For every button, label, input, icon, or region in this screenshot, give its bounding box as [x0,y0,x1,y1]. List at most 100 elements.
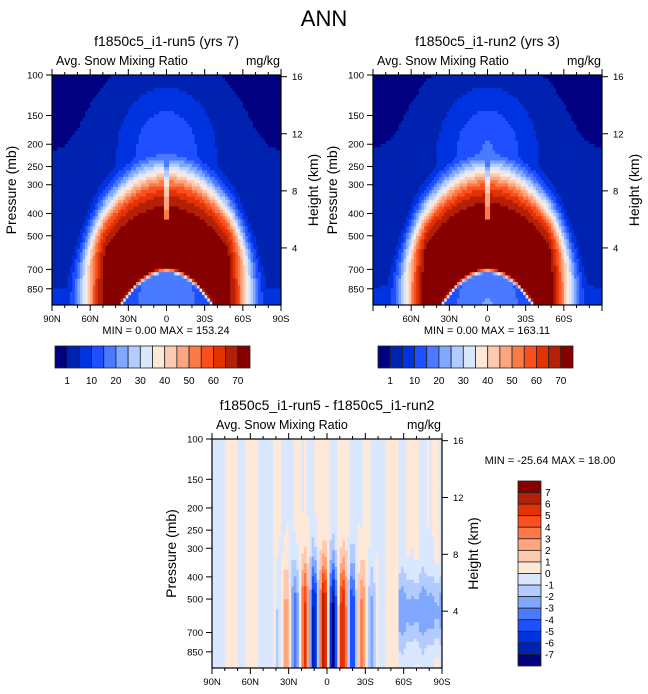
contour-cell [59,216,63,220]
contour-cell [156,111,160,115]
contour-cell [153,196,157,201]
contour-cell [260,124,264,128]
contour-cell [97,160,101,165]
contour-cell [278,167,281,171]
contour-cell [199,94,203,99]
contour-cell [265,91,269,96]
contour-cell [146,239,150,243]
contour-cell [209,94,213,99]
contour-cell [161,94,165,99]
contour-cell [222,222,226,227]
contour-cell [245,229,249,234]
contour-cell [242,98,246,102]
contour-cell [82,140,86,145]
contour-cell [161,216,165,220]
contour-cell [100,183,104,188]
contour-cell [169,170,172,174]
contour-cell [214,101,218,105]
contour-cell [158,236,162,240]
contour-cell [273,160,277,165]
contour-cell [240,144,244,148]
contour-cell [118,196,122,201]
contour-cell [179,196,183,201]
contour-cell [163,229,167,234]
contour-cell [57,104,61,109]
contour-cell [260,81,264,86]
contour-cell [222,196,226,201]
contour-cell [67,236,71,240]
contour-cell [207,219,211,224]
contour-cell [214,245,218,250]
contour-cell [189,199,193,204]
contour-cell [247,167,251,171]
contour-cell [270,98,274,102]
contour-cell [197,229,200,234]
contour-cell [128,101,132,105]
contour-cell [171,242,175,247]
contour-cell [143,190,147,194]
contour-cell [92,124,96,128]
contour-cell [202,107,206,112]
contour-cell [207,88,211,92]
contour-cell [52,78,55,82]
contour-cell [184,163,188,168]
contour-cell [169,114,172,119]
contour-cell [133,144,137,148]
contour-cell [125,124,129,128]
contour-cell [214,121,218,125]
contour-cell [115,216,119,220]
contour-cell [125,104,129,109]
contour-cell [138,186,142,191]
contour-cell [138,226,142,230]
contour-cell [225,206,228,211]
contour-cell [69,199,73,204]
contour-cell [92,222,96,227]
contour-cell [240,213,244,217]
contour-cell [97,252,101,257]
contour-cell [133,147,137,151]
contour-cell [105,81,109,86]
contour-cell [169,213,172,217]
contour-cell [186,167,190,171]
contour-cell [222,160,226,165]
contour-cell [214,170,218,174]
contour-cell [72,226,76,230]
contour-cell [102,78,106,82]
contour-cell [115,186,119,191]
contour-cell [158,117,162,122]
contour-cell [100,124,104,128]
contour-cell [113,183,117,188]
contour-cell [69,176,73,181]
contour-cell [54,160,58,165]
contour-cell [125,180,129,184]
contour-cell [186,127,190,132]
contour-cell [97,130,101,135]
contour-cell [191,193,195,197]
contour-cell [74,236,78,240]
contour-cell [141,173,144,178]
contour-cell [189,176,193,181]
contour-cell [245,91,249,96]
contour-cell [265,222,269,227]
contour-cell [245,222,249,227]
contour-cell [214,167,218,171]
contour-cell [110,203,114,207]
contour-cell [232,124,236,128]
contour-cell [197,236,200,240]
contour-cell [85,209,89,214]
contour-cell [148,94,152,99]
contour-cell [204,170,208,174]
contour-cell [194,137,198,142]
contour-cell [57,190,61,194]
contour-cell [275,157,279,161]
contour-cell [64,78,68,82]
contour-cell [230,147,234,151]
contour-cell [74,75,78,79]
contour-cell [222,134,226,138]
contour-cell [138,81,142,86]
contour-cell [268,157,272,161]
contour-cell [209,124,213,128]
contour-cell [169,206,172,211]
contour-cell [176,180,180,184]
contour-cell [161,144,165,148]
